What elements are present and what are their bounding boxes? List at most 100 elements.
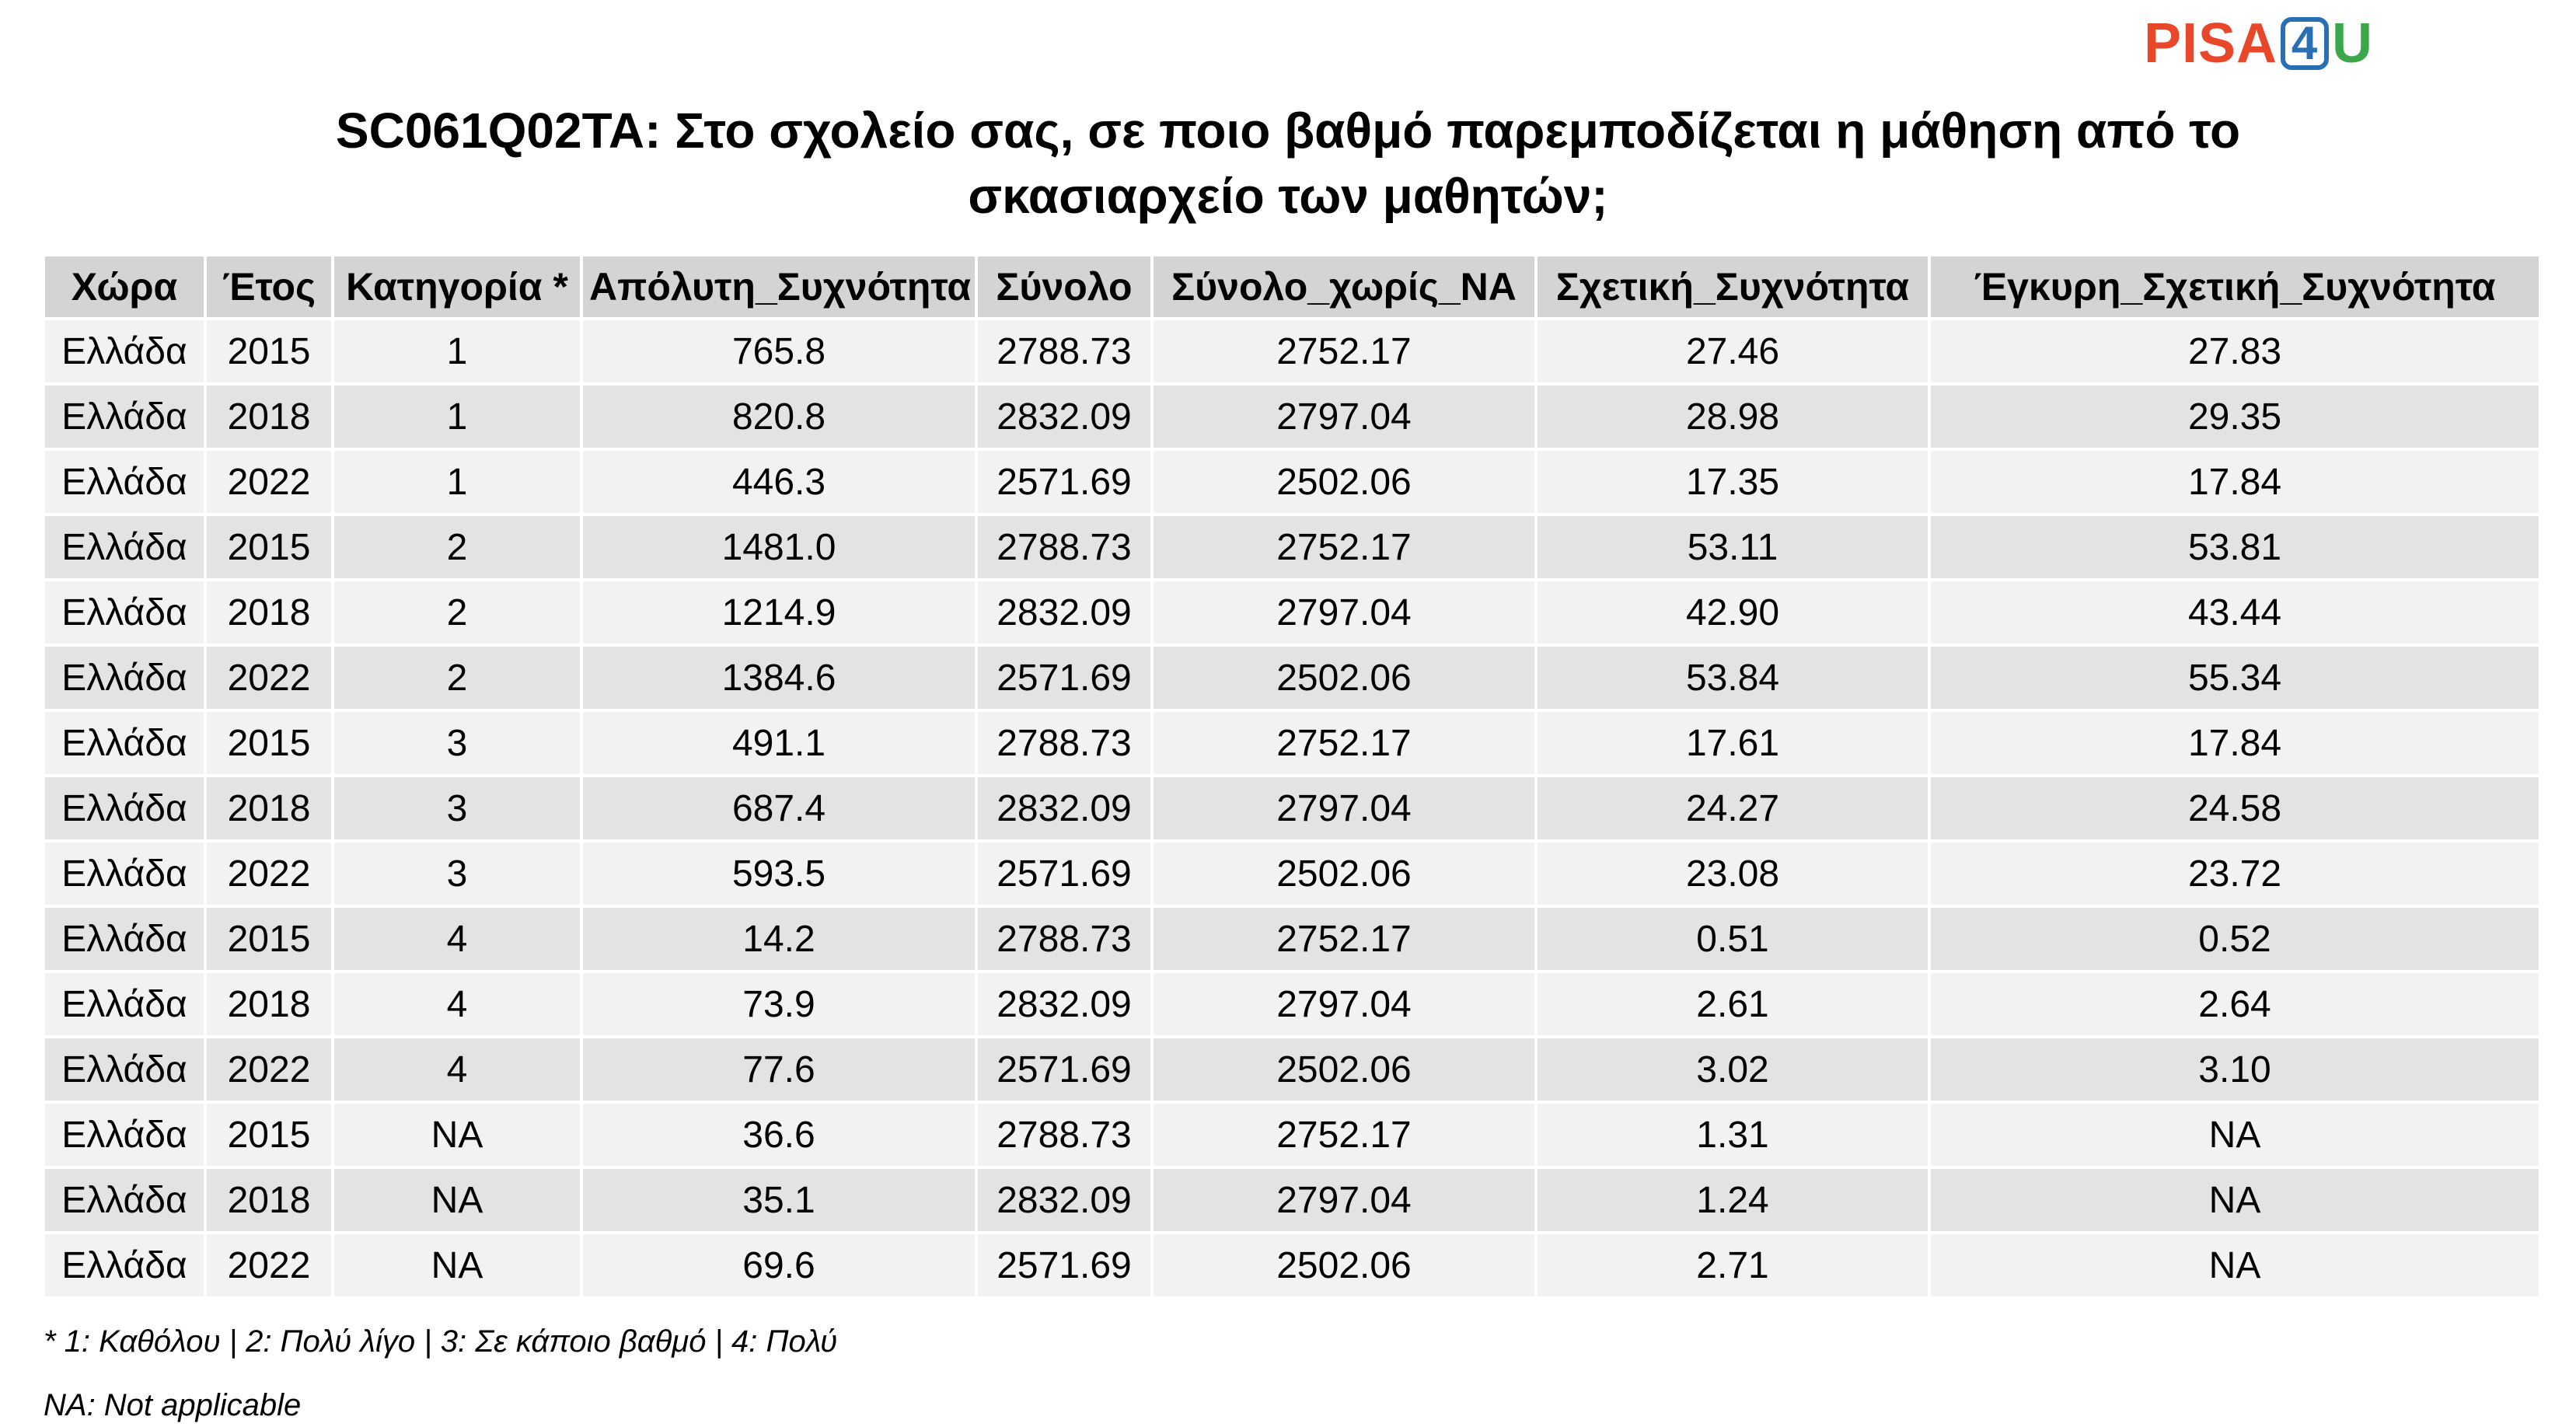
logo-pisa-text: PISA [2144,12,2278,75]
cell-valid-relative-frequency: 24.58 [1931,777,2539,839]
frequency-table: Χώρα Έτος Κατηγορία * Απόλυτη_Συχνότητα … [42,253,2542,1300]
cell-relative-frequency: 1.24 [1538,1169,1928,1231]
cell-country: Ελλάδα [45,973,204,1035]
cell-total-without-na: 2502.06 [1154,1234,1534,1296]
cell-valid-relative-frequency: 2.64 [1931,973,2539,1035]
cell-year: 2022 [207,647,331,709]
cell-category: 4 [334,908,580,970]
cell-relative-frequency: 2.61 [1538,973,1928,1035]
cell-country: Ελλάδα [45,843,204,905]
cell-year: 2018 [207,973,331,1035]
table-row: Ελλάδα 2022 4 77.6 2571.69 2502.06 3.02 3.10 [45,1038,2539,1101]
table-body: Ελλάδα 2015 1 765.8 2788.73 2752.17 27.46 27.83… [45,320,2539,1296]
cell-country: Ελλάδα [45,1234,204,1296]
cell-total-without-na: 2797.04 [1154,777,1534,839]
cell-category: NA [334,1169,580,1231]
cell-country: Ελλάδα [45,712,204,774]
cell-relative-frequency: 17.35 [1538,451,1928,513]
cell-absolute-frequency: 687.4 [583,777,975,839]
cell-total: 2571.69 [978,1234,1150,1296]
cell-year: 2018 [207,777,331,839]
column-header-valid-relative-frequency: Έγκυρη_Σχετική_Συχνότητα [1931,256,2539,317]
cell-total: 2832.09 [978,1169,1150,1231]
table-row: Ελλάδα 2022 3 593.5 2571.69 2502.06 23.08 23.72 [45,843,2539,905]
cell-valid-relative-frequency: 29.35 [1931,386,2539,448]
cell-category: 3 [334,843,580,905]
title-line-2: σκασιαρχείο των μαθητών; [968,168,1608,224]
cell-relative-frequency: 3.02 [1538,1038,1928,1101]
cell-country: Ελλάδα [45,386,204,448]
cell-relative-frequency: 53.11 [1538,516,1928,578]
cell-country: Ελλάδα [45,647,204,709]
cell-country: Ελλάδα [45,777,204,839]
cell-valid-relative-frequency: 53.81 [1931,516,2539,578]
cell-total: 2788.73 [978,712,1150,774]
pisa4u-logo: PISA 4 U [2144,12,2373,75]
cell-total-without-na: 2752.17 [1154,712,1534,774]
cell-year: 2022 [207,1234,331,1296]
cell-total: 2571.69 [978,451,1150,513]
cell-relative-frequency: 1.31 [1538,1104,1928,1166]
cell-country: Ελλάδα [45,451,204,513]
cell-valid-relative-frequency: 43.44 [1931,581,2539,644]
cell-total: 2788.73 [978,516,1150,578]
cell-country: Ελλάδα [45,1038,204,1101]
cell-total: 2832.09 [978,973,1150,1035]
cell-country: Ελλάδα [45,516,204,578]
cell-total: 2571.69 [978,843,1150,905]
table-row: Ελλάδα 2018 1 820.8 2832.09 2797.04 28.98 29.35 [45,386,2539,448]
cell-category: 2 [334,516,580,578]
cell-relative-frequency: 42.90 [1538,581,1928,644]
cell-year: 2015 [207,908,331,970]
table-header-row: Χώρα Έτος Κατηγορία * Απόλυτη_Συχνότητα … [45,256,2539,317]
cell-valid-relative-frequency: 0.52 [1931,908,2539,970]
cell-category: 2 [334,647,580,709]
table-row: Ελλάδα 2015 NA 36.6 2788.73 2752.17 1.31 NA [45,1104,2539,1166]
cell-year: 2018 [207,581,331,644]
cell-valid-relative-frequency: NA [1931,1234,2539,1296]
table-row: Ελλάδα 2018 NA 35.1 2832.09 2797.04 1.24 NA [45,1169,2539,1231]
logo-four-box: 4 [2281,17,2330,70]
cell-category: NA [334,1234,580,1296]
table-row: Ελλάδα 2022 NA 69.6 2571.69 2502.06 2.71 NA [45,1234,2539,1296]
cell-total-without-na: 2502.06 [1154,843,1534,905]
cell-country: Ελλάδα [45,1169,204,1231]
cell-category: 4 [334,1038,580,1101]
cell-total-without-na: 2797.04 [1154,581,1534,644]
column-header-year: Έτος [207,256,331,317]
cell-relative-frequency: 53.84 [1538,647,1928,709]
cell-total: 2571.69 [978,647,1150,709]
cell-absolute-frequency: 1384.6 [583,647,975,709]
cell-total: 2832.09 [978,386,1150,448]
cell-valid-relative-frequency: 17.84 [1931,712,2539,774]
cell-absolute-frequency: 1481.0 [583,516,975,578]
cell-year: 2015 [207,320,331,382]
column-header-category: Κατηγορία * [334,256,580,317]
cell-total: 2788.73 [978,320,1150,382]
cell-category: 4 [334,973,580,1035]
cell-absolute-frequency: 820.8 [583,386,975,448]
cell-absolute-frequency: 593.5 [583,843,975,905]
cell-absolute-frequency: 491.1 [583,712,975,774]
cell-category: 3 [334,712,580,774]
cell-year: 2015 [207,712,331,774]
cell-total-without-na: 2797.04 [1154,1169,1534,1231]
cell-absolute-frequency: 446.3 [583,451,975,513]
cell-country: Ελλάδα [45,320,204,382]
cell-total-without-na: 2797.04 [1154,973,1534,1035]
table-row: Ελλάδα 2018 4 73.9 2832.09 2797.04 2.61 2.64 [45,973,2539,1035]
table-row: Ελλάδα 2015 3 491.1 2788.73 2752.17 17.61 17.84 [45,712,2539,774]
cell-total-without-na: 2502.06 [1154,1038,1534,1101]
cell-year: 2018 [207,1169,331,1231]
cell-relative-frequency: 17.61 [1538,712,1928,774]
cell-valid-relative-frequency: 27.83 [1931,320,2539,382]
cell-absolute-frequency: 14.2 [583,908,975,970]
cell-relative-frequency: 0.51 [1538,908,1928,970]
column-header-relative-frequency: Σχετική_Συχνότητα [1538,256,1928,317]
table-row: Ελλάδα 2022 1 446.3 2571.69 2502.06 17.35 17.84 [45,451,2539,513]
cell-total-without-na: 2752.17 [1154,1104,1534,1166]
cell-total: 2832.09 [978,777,1150,839]
cell-valid-relative-frequency: 17.84 [1931,451,2539,513]
cell-relative-frequency: 23.08 [1538,843,1928,905]
table-row: Ελλάδα 2022 2 1384.6 2571.69 2502.06 53.84 55.3… [45,647,2539,709]
